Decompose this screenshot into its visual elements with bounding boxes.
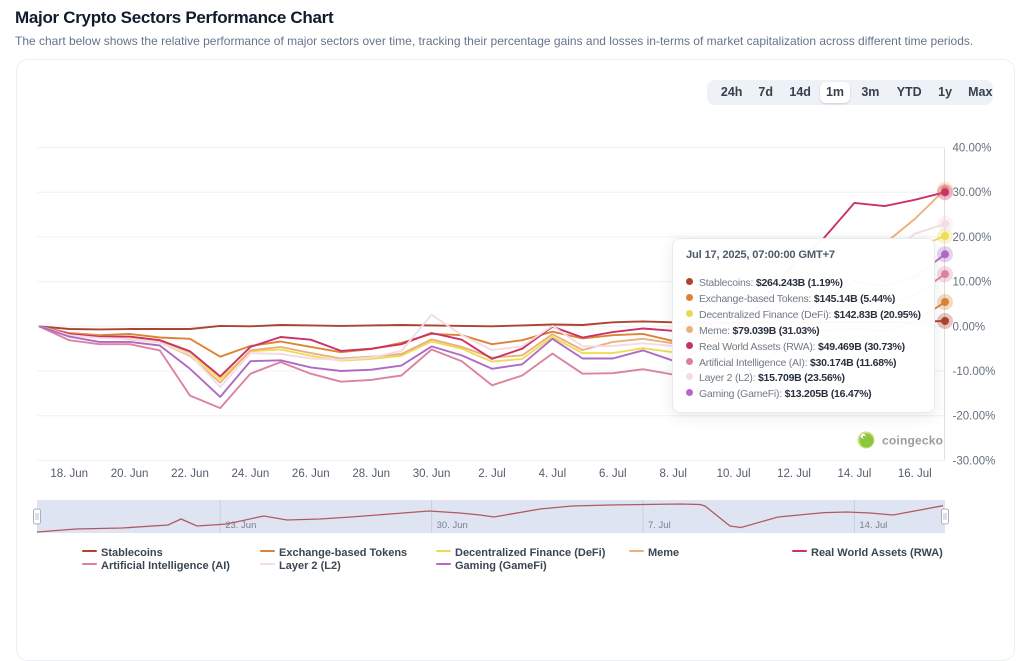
svg-text:20.00%: 20.00% (953, 232, 992, 244)
svg-text:16. Jul: 16. Jul (898, 468, 932, 480)
svg-text:30.00%: 30.00% (953, 187, 992, 199)
svg-text:-20.00%: -20.00% (953, 411, 996, 423)
svg-text:18. Jun: 18. Jun (50, 468, 88, 480)
svg-text:24. Jun: 24. Jun (232, 468, 270, 480)
svg-text:4. Jul: 4. Jul (539, 468, 567, 480)
svg-text:14. Jul: 14. Jul (859, 520, 887, 531)
svg-text:14. Jul: 14. Jul (837, 468, 871, 480)
svg-text:6. Jul: 6. Jul (599, 468, 627, 480)
svg-text:coingecko: coingecko (882, 434, 943, 448)
svg-text:20. Jun: 20. Jun (111, 468, 149, 480)
svg-text:30. Jun: 30. Jun (413, 468, 451, 480)
svg-text:-30.00%: -30.00% (953, 455, 996, 467)
svg-text:10.00%: 10.00% (953, 277, 992, 289)
svg-text:12. Jul: 12. Jul (777, 468, 811, 480)
svg-text:0.00%: 0.00% (953, 321, 986, 333)
svg-text:40.00%: 40.00% (953, 143, 992, 155)
svg-text:26. Jun: 26. Jun (292, 468, 330, 480)
svg-text:2. Jul: 2. Jul (478, 468, 506, 480)
svg-text:8. Jul: 8. Jul (659, 468, 687, 480)
svg-text:-10.00%: -10.00% (953, 366, 996, 378)
svg-text:10. Jul: 10. Jul (717, 468, 751, 480)
svg-text:23. Jun: 23. Jun (225, 520, 256, 531)
svg-text:28. Jun: 28. Jun (352, 468, 390, 480)
svg-text:30. Jun: 30. Jun (437, 520, 468, 531)
svg-text:22. Jun: 22. Jun (171, 468, 209, 480)
svg-text:7. Jul: 7. Jul (648, 520, 671, 531)
